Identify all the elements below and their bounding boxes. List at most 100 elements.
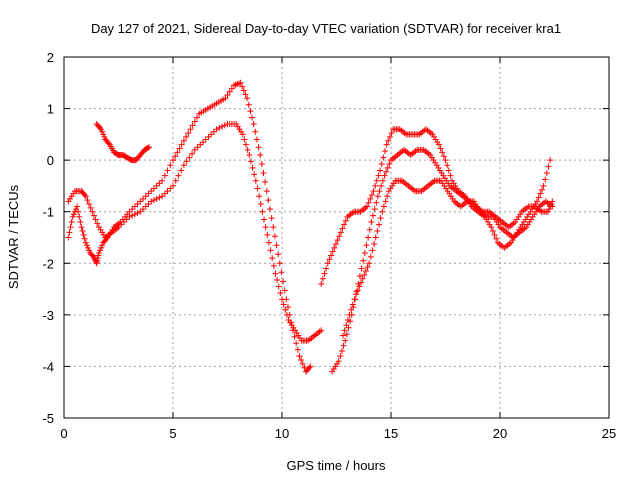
data-point-arc-e	[544, 208, 551, 215]
data-point-arc-a	[275, 251, 282, 258]
data-point-arc-f	[354, 287, 361, 294]
data-point-arc-a	[95, 249, 102, 256]
data-point-arc-a	[271, 233, 278, 240]
data-point-arc-e	[356, 273, 363, 280]
y-tick-label: -1	[42, 205, 54, 220]
data-point-arc-d	[321, 270, 328, 277]
data-point-arc-f	[379, 208, 386, 215]
data-point-arc-d	[332, 240, 339, 247]
data-point-arc-a	[284, 304, 291, 311]
data-point-arc-b	[267, 247, 274, 254]
data-point-arc-e	[365, 234, 372, 241]
data-point-arc-a	[82, 239, 89, 246]
data-point-arc-b	[269, 255, 276, 262]
data-point-arc-b	[275, 283, 282, 290]
data-point-arc-a	[95, 252, 102, 259]
data-point-arc-f	[366, 260, 373, 267]
data-point-arc-b	[318, 327, 325, 334]
data-point-arc-f	[351, 296, 358, 303]
data-point-arc-b	[81, 191, 88, 198]
data-point-arc-b	[126, 213, 133, 220]
data-point-arc-f	[358, 279, 365, 286]
data-point-arc-f	[374, 228, 381, 235]
data-point-arc-d	[380, 154, 387, 161]
data-point-arc-a	[174, 149, 181, 156]
data-point-arc-a	[252, 128, 259, 135]
data-point-arc-a	[183, 133, 190, 140]
data-point-arc-a	[103, 235, 110, 242]
data-point-arc-b	[256, 193, 263, 200]
data-point-arc-b	[283, 311, 290, 318]
data-point-arc-a	[83, 242, 90, 249]
data-point-arc-a	[93, 260, 100, 267]
x-tick-label: 5	[169, 426, 176, 441]
data-point-arc-b	[153, 195, 160, 202]
data-point-arc-b	[186, 154, 193, 161]
data-point-arc-a	[75, 208, 82, 215]
data-point-arc-b	[262, 224, 269, 231]
data-point-arc-b	[257, 200, 264, 207]
data-point-arc-d	[435, 141, 442, 148]
data-point-arc-f	[362, 268, 369, 275]
data-point-arc-f	[369, 247, 376, 254]
data-point-arc-b	[199, 139, 206, 146]
x-tick-label: 25	[602, 426, 616, 441]
data-point-arc-b	[282, 306, 289, 313]
data-point-arc-a	[222, 95, 229, 102]
data-point-arc-a	[76, 213, 83, 220]
data-point-arc-f	[382, 198, 389, 205]
data-point-arc-a	[74, 203, 81, 210]
data-point-arc-c	[96, 124, 103, 131]
data-point-arc-b	[129, 212, 136, 219]
data-point-arc-a	[185, 130, 192, 137]
data-point-arc-a	[244, 95, 251, 102]
data-point-arc-e	[370, 212, 377, 219]
data-point-arc-d	[445, 167, 452, 174]
data-point-arc-b	[197, 141, 204, 148]
data-point-arc-d	[331, 244, 338, 251]
data-point-arc-a	[159, 177, 166, 184]
data-point-arc-f	[377, 215, 384, 222]
data-point-arc-a	[99, 242, 106, 249]
data-point-arc-a	[94, 257, 101, 264]
data-point-arc-b	[150, 197, 157, 204]
data-point-arc-d	[386, 133, 393, 140]
data-point-arc-a	[150, 185, 157, 192]
data-point-arc-e	[338, 347, 345, 354]
x-tick-label: 10	[275, 426, 289, 441]
data-point-arc-d	[442, 157, 449, 164]
data-point-arc-e	[342, 337, 349, 344]
data-point-arc-a	[68, 219, 75, 226]
data-point-arc-c	[101, 133, 108, 140]
data-point-arc-f	[353, 291, 360, 298]
data-point-arc-e	[546, 206, 553, 213]
data-point-arc-d	[324, 260, 331, 267]
data-point-arc-f	[384, 193, 391, 200]
data-point-arc-e	[378, 182, 385, 189]
data-point-arc-d	[444, 162, 451, 169]
data-point-arc-b	[156, 194, 163, 201]
data-point-arc-f	[343, 322, 350, 329]
data-point-arc-d	[440, 153, 447, 160]
data-point-arc-a	[273, 242, 280, 249]
data-point-arc-a	[263, 188, 270, 195]
data-point-arc-a	[126, 208, 133, 215]
data-point-arc-b	[265, 239, 272, 246]
data-point-arc-a	[140, 195, 147, 202]
data-point-arc-b	[86, 200, 93, 207]
data-point-arc-a	[86, 247, 93, 254]
data-point-arc-f	[372, 234, 379, 241]
data-point-arc-a	[224, 92, 231, 99]
data-point-arc-d	[319, 275, 326, 282]
data-point-arc-d	[342, 217, 349, 224]
data-point-arc-b	[244, 146, 251, 153]
y-tick-label: -3	[42, 308, 54, 323]
y-tick-label: -2	[42, 256, 54, 271]
data-point-arc-e	[374, 193, 381, 200]
data-point-arc-a	[187, 126, 194, 133]
x-tick-label: 20	[493, 426, 507, 441]
data-point-arc-f	[344, 317, 351, 324]
data-point-arc-a	[268, 215, 275, 222]
data-point-arc-d	[326, 256, 333, 263]
data-point-arc-e	[379, 177, 386, 184]
